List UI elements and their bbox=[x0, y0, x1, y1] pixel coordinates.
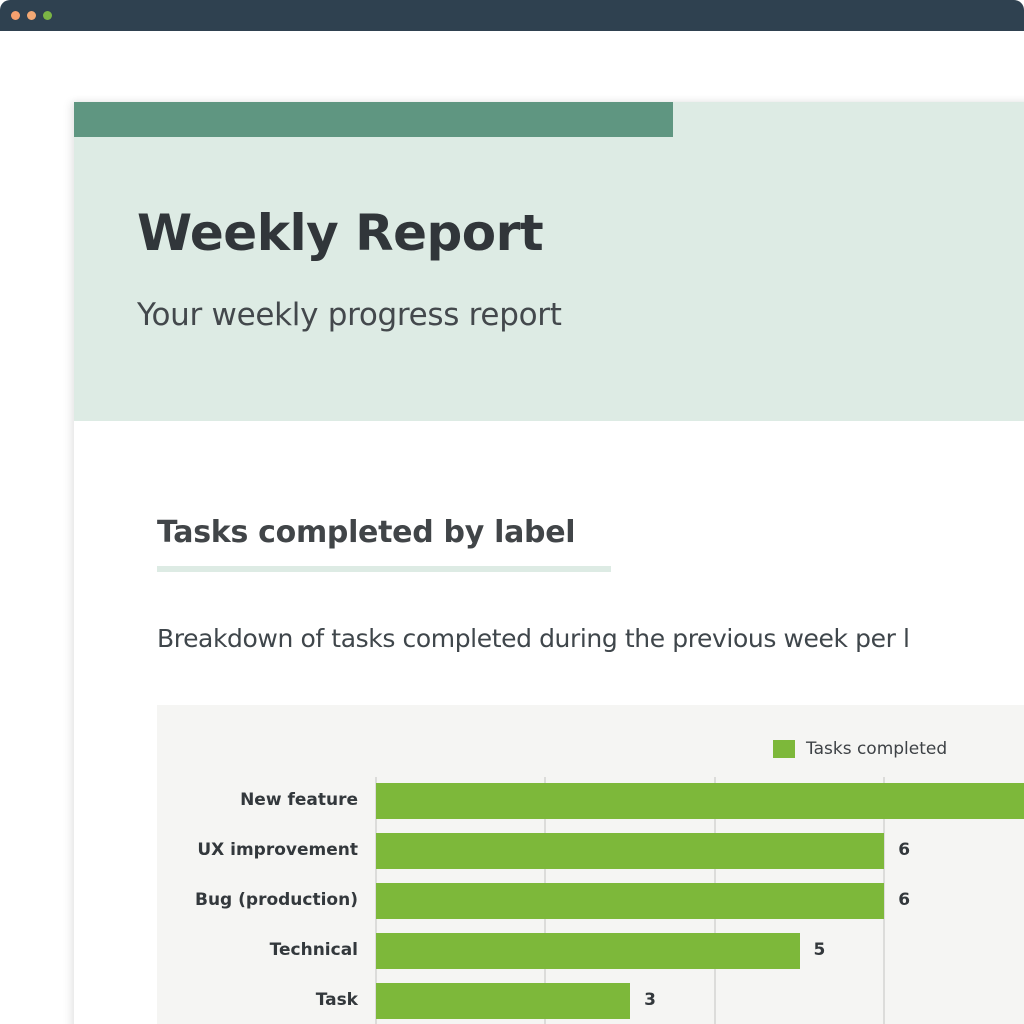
page-viewport: Weekly Report Your weekly progress repor… bbox=[0, 31, 1024, 1024]
window-titlebar bbox=[0, 0, 1024, 31]
bar-value-label: 3 bbox=[644, 990, 656, 1010]
accent-bar bbox=[74, 102, 673, 137]
bar-value-label: 6 bbox=[898, 840, 911, 860]
bar[interactable] bbox=[376, 883, 885, 919]
legend-label: Tasks completed bbox=[806, 739, 948, 759]
bar[interactable] bbox=[376, 983, 631, 1019]
page-title: Weekly Report bbox=[137, 204, 544, 262]
close-window-icon[interactable] bbox=[11, 11, 20, 20]
section-title: Tasks completed by label bbox=[157, 515, 576, 550]
bar-value-label: 5 bbox=[813, 940, 826, 960]
maximize-window-icon[interactable] bbox=[43, 11, 52, 20]
page-subtitle: Your weekly progress report bbox=[137, 297, 562, 333]
minimize-window-icon[interactable] bbox=[27, 11, 36, 20]
section-description: Breakdown of tasks completed during the … bbox=[157, 624, 910, 653]
bar[interactable] bbox=[376, 933, 800, 969]
report-card: Weekly Report Your weekly progress repor… bbox=[74, 102, 1024, 1024]
bar[interactable] bbox=[376, 833, 885, 869]
category-label: Task bbox=[315, 990, 358, 1010]
section-underline bbox=[157, 566, 611, 572]
report-header: Weekly Report Your weekly progress repor… bbox=[74, 102, 1024, 421]
category-label: Bug (production) bbox=[194, 890, 358, 910]
bar-value-label: 6 bbox=[898, 890, 911, 910]
gridline bbox=[883, 777, 886, 1024]
bar-chart: Tasks completed New feature UX improvemen… bbox=[157, 705, 1024, 1024]
chart-legend: Tasks completed bbox=[773, 739, 947, 759]
category-label: New feature bbox=[240, 790, 358, 810]
chart-plot-area: New feature UX improvement 6 Bug (productio… bbox=[157, 705, 1024, 1024]
legend-swatch-icon bbox=[773, 740, 795, 758]
bar[interactable] bbox=[376, 783, 1024, 819]
category-label: Technical bbox=[269, 940, 358, 960]
category-label: UX improvement bbox=[197, 840, 358, 860]
